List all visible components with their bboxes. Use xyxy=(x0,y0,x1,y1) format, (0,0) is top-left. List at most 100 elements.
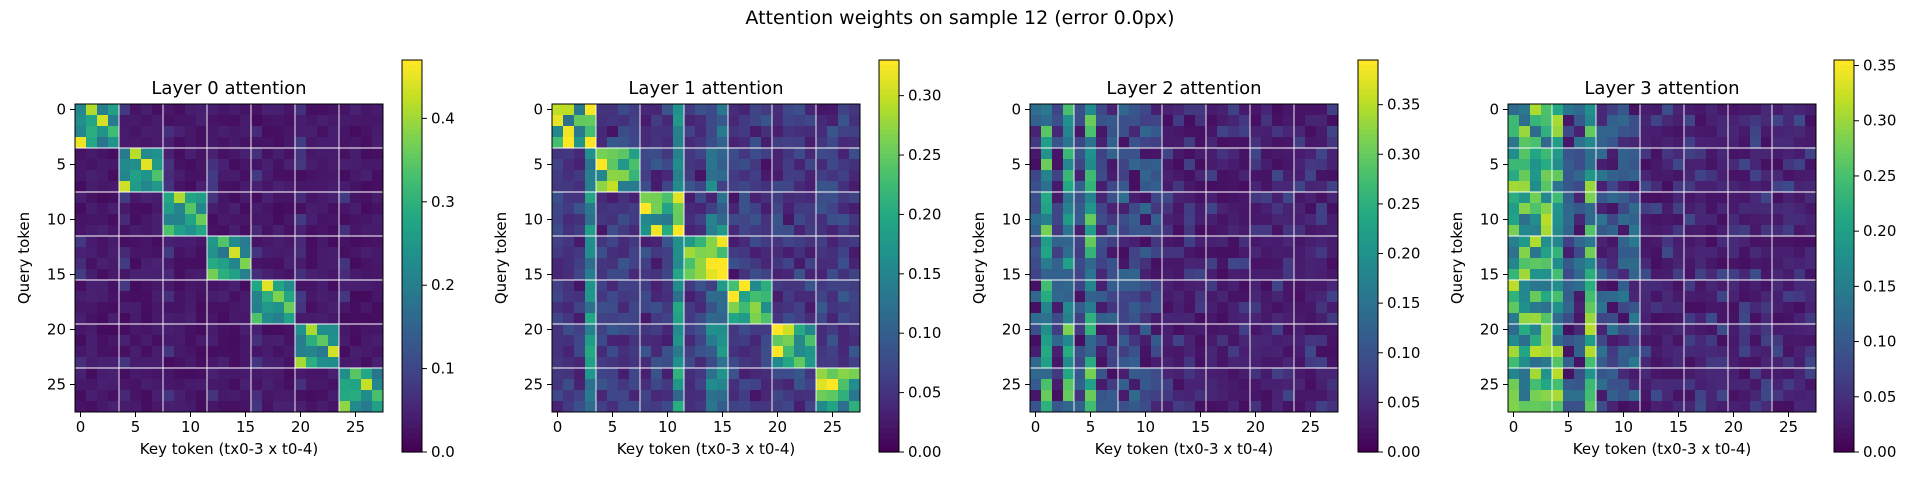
colorbar-step xyxy=(402,383,422,389)
heatmap-cell xyxy=(1596,379,1608,391)
heatmap-cell xyxy=(1261,236,1273,248)
colorbar-tick-label: 0.4 xyxy=(431,109,455,127)
heatmap-cell xyxy=(350,357,362,369)
colorbar-step xyxy=(879,427,899,433)
heatmap-cell xyxy=(1794,401,1806,413)
colorbar-step xyxy=(1834,407,1854,414)
heatmap-cell xyxy=(119,137,131,149)
colorbar-step xyxy=(402,403,422,409)
heatmap-cell xyxy=(1305,335,1317,347)
colorbar-step xyxy=(402,265,422,272)
heatmap-cell xyxy=(563,324,575,336)
heatmap-cell xyxy=(607,291,619,303)
heatmap-cell xyxy=(350,170,362,182)
colorbar-step xyxy=(879,260,899,267)
heatmap-cell xyxy=(86,192,98,204)
heatmap-cell xyxy=(772,225,784,237)
heatmap-cell xyxy=(1794,104,1806,116)
heatmap-cell xyxy=(695,137,707,149)
heatmap-cell xyxy=(273,379,285,391)
heatmap-cell xyxy=(717,357,729,369)
heatmap-cell xyxy=(596,115,608,127)
heatmap-cell xyxy=(1294,302,1306,314)
heatmap-cell xyxy=(728,291,740,303)
heatmap-cell xyxy=(1151,236,1163,248)
heatmap-cell xyxy=(86,291,98,303)
colorbar-step xyxy=(879,167,899,174)
heatmap-cell xyxy=(1563,269,1575,281)
heatmap-cell xyxy=(1640,324,1652,336)
heatmap-cell xyxy=(552,324,564,336)
heatmap-cell xyxy=(1783,126,1795,138)
colorbar-step xyxy=(1358,349,1378,355)
heatmap-cell xyxy=(1552,148,1564,160)
heatmap-cell xyxy=(1673,269,1685,281)
colorbar-step xyxy=(1358,354,1378,360)
heatmap-cell xyxy=(185,280,197,292)
heatmap-cell xyxy=(1772,104,1784,116)
heatmap-cell xyxy=(838,137,850,149)
heatmap-cell xyxy=(372,346,384,358)
heatmap-cell xyxy=(805,258,817,270)
heatmap-cell xyxy=(328,159,340,171)
heatmap-cell xyxy=(640,225,652,237)
heatmap-cell xyxy=(1662,258,1674,270)
heatmap-cell xyxy=(1239,401,1251,413)
heatmap-cell xyxy=(130,170,142,182)
heatmap-cell xyxy=(739,269,751,281)
heatmap-cell xyxy=(1052,203,1064,215)
heatmap-cell xyxy=(185,214,197,226)
heatmap-cell xyxy=(684,214,696,226)
heatmap-cell xyxy=(761,368,773,380)
heatmap-cell xyxy=(1063,236,1075,248)
heatmap-cell xyxy=(717,104,729,116)
colorbar-step xyxy=(1358,182,1378,188)
heatmap-cell xyxy=(673,247,685,259)
x-tick-label: 10 xyxy=(658,418,677,436)
heatmap-cell xyxy=(1530,247,1542,259)
heatmap-cell xyxy=(827,203,839,215)
heatmap-cell xyxy=(339,357,351,369)
heatmap-cell xyxy=(838,368,850,380)
colorbar-step xyxy=(1358,226,1378,233)
heatmap-cell xyxy=(684,126,696,138)
heatmap-cell xyxy=(273,346,285,358)
heatmap-cell xyxy=(273,368,285,380)
heatmap-cell xyxy=(1772,357,1784,369)
heatmap-cell xyxy=(794,236,806,248)
heatmap-cell xyxy=(207,346,219,358)
heatmap-cell xyxy=(805,181,817,193)
heatmap-cell xyxy=(849,335,861,347)
heatmap-cell xyxy=(284,126,296,138)
heatmap-cell xyxy=(1585,401,1597,413)
heatmap-cell xyxy=(618,291,630,303)
heatmap-cell xyxy=(1794,324,1806,336)
heatmap-cell xyxy=(794,214,806,226)
heatmap-cell xyxy=(706,236,718,248)
heatmap-cell xyxy=(240,159,252,171)
colorbar-step xyxy=(879,182,899,188)
heatmap-cell xyxy=(1085,159,1097,171)
heatmap-cell xyxy=(130,214,142,226)
heatmap-cell xyxy=(1761,126,1773,138)
heatmap-cell xyxy=(1085,225,1097,237)
heatmap-cell xyxy=(1041,291,1053,303)
heatmap-cell xyxy=(1563,390,1575,402)
heatmap-cell xyxy=(1761,181,1773,193)
heatmap-cell xyxy=(1118,115,1130,127)
heatmap-cell xyxy=(1629,390,1641,402)
heatmap-cell xyxy=(1585,225,1597,237)
heatmap-cell xyxy=(1519,170,1531,182)
heatmap-cell xyxy=(1706,379,1718,391)
colorbar-step xyxy=(1834,202,1854,208)
heatmap-cell xyxy=(1173,324,1185,336)
heatmap-cell xyxy=(295,203,307,215)
heatmap-cell xyxy=(1684,148,1696,160)
heatmap-cell xyxy=(1563,401,1575,413)
heatmap-cell xyxy=(684,346,696,358)
heatmap-cell xyxy=(585,137,597,149)
heatmap-cell xyxy=(706,159,718,171)
colorbar-step xyxy=(402,211,422,218)
heatmap-cell xyxy=(306,148,318,160)
heatmap-cell xyxy=(750,368,762,380)
